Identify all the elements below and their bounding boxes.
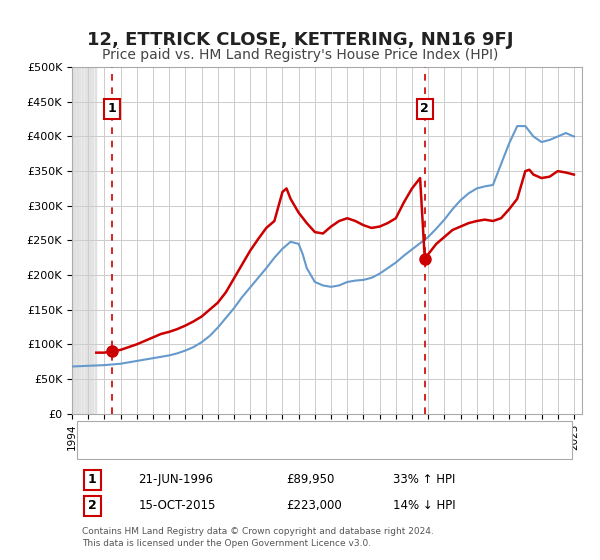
Bar <box>91 67 93 414</box>
Text: 15-OCT-2015: 15-OCT-2015 <box>139 500 215 512</box>
Text: £89,950: £89,950 <box>286 473 335 486</box>
Text: 21-JUN-1996: 21-JUN-1996 <box>139 473 214 486</box>
Bar <box>88 67 90 414</box>
Text: Contains HM Land Registry data © Crown copyright and database right 2024.
This d: Contains HM Land Registry data © Crown c… <box>82 527 434 548</box>
Bar <box>85 67 86 414</box>
Bar <box>72 67 96 414</box>
Text: 33% ↑ HPI: 33% ↑ HPI <box>394 473 455 486</box>
Text: 14% ↓ HPI: 14% ↓ HPI <box>394 500 456 512</box>
Text: Price paid vs. HM Land Registry's House Price Index (HPI): Price paid vs. HM Land Registry's House … <box>102 48 498 62</box>
FancyBboxPatch shape <box>77 422 572 459</box>
Text: 2: 2 <box>421 102 429 115</box>
Text: 12, ETTRICK CLOSE, KETTERING, NN16 9FJ: 12, ETTRICK CLOSE, KETTERING, NN16 9FJ <box>87 31 513 49</box>
Text: HPI: Average price, detached house, North Northamptonshire: HPI: Average price, detached house, Nort… <box>128 444 449 454</box>
Text: 1: 1 <box>107 102 116 115</box>
Bar <box>95 67 96 414</box>
Bar <box>75 67 77 414</box>
Bar <box>79 67 80 414</box>
Text: £223,000: £223,000 <box>286 500 342 512</box>
Text: 1: 1 <box>88 473 97 486</box>
Bar <box>72 67 74 414</box>
Text: 2: 2 <box>88 500 97 512</box>
Text: 12, ETTRICK CLOSE, KETTERING, NN16 9FJ (detached house): 12, ETTRICK CLOSE, KETTERING, NN16 9FJ (… <box>128 426 442 436</box>
Bar <box>82 67 83 414</box>
